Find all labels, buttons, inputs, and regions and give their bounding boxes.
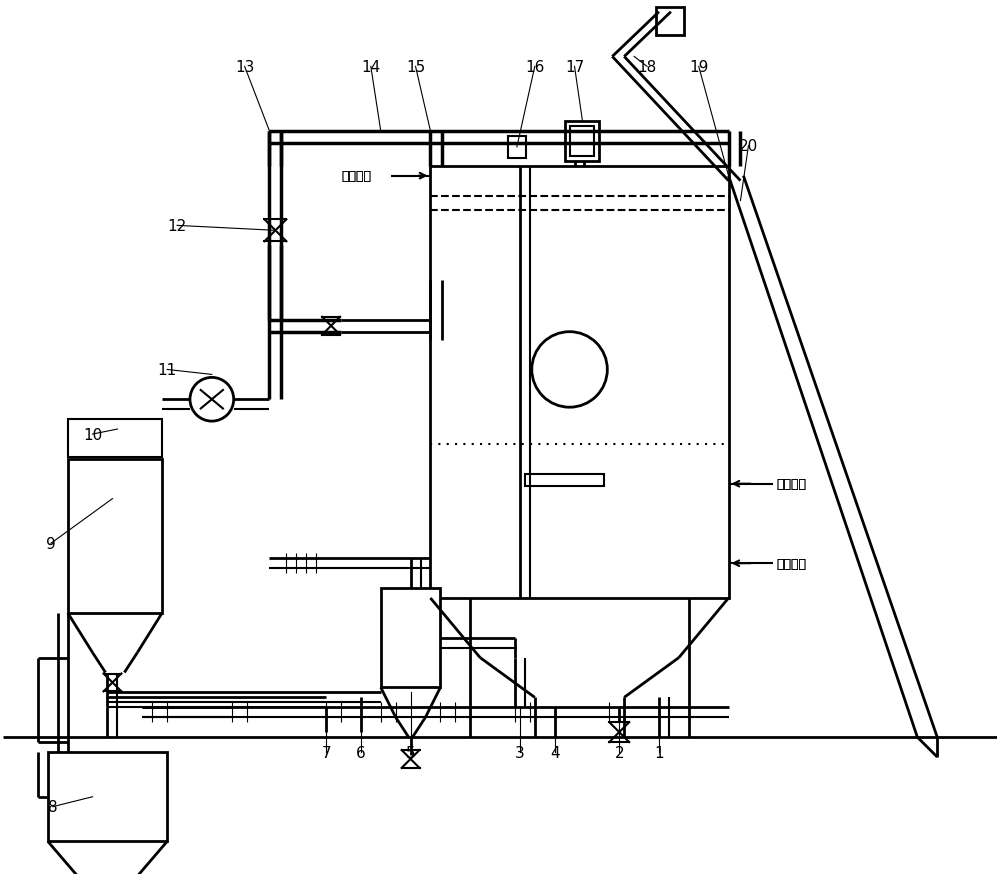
Text: 蒸汽进口: 蒸汽进口: [776, 478, 806, 490]
Text: 18: 18: [637, 60, 657, 75]
Text: 蒸汽出口: 蒸汽出口: [341, 170, 371, 183]
Bar: [430, 167, 729, 598]
Bar: [565, 122, 599, 161]
Bar: [656, 8, 684, 36]
Text: 15: 15: [406, 60, 425, 75]
Text: 19: 19: [689, 60, 708, 75]
Text: 12: 12: [167, 218, 187, 233]
Text: 11: 11: [157, 362, 177, 377]
Text: 8: 8: [48, 799, 58, 814]
Text: 20: 20: [739, 139, 758, 154]
Text: 7: 7: [321, 745, 331, 759]
Text: 16: 16: [525, 60, 544, 75]
Bar: [570, 127, 594, 157]
Bar: [68, 460, 162, 613]
Circle shape: [190, 378, 234, 422]
Text: 14: 14: [361, 60, 380, 75]
Text: 5: 5: [406, 745, 415, 759]
Text: 2: 2: [614, 745, 624, 759]
Text: 蒸汽进口: 蒸汽进口: [776, 478, 806, 490]
Text: 9: 9: [46, 536, 56, 552]
Text: 蒸汽出口: 蒸汽出口: [341, 170, 371, 183]
Text: 3: 3: [515, 745, 525, 759]
Circle shape: [532, 332, 607, 408]
Text: 4: 4: [550, 745, 559, 759]
Text: 1: 1: [654, 745, 664, 759]
Bar: [68, 419, 162, 458]
Text: 17: 17: [565, 60, 584, 75]
Text: 氧气进口: 氧气进口: [776, 557, 806, 570]
Bar: [381, 588, 440, 688]
Text: 10: 10: [83, 427, 102, 442]
Bar: [525, 474, 604, 486]
Text: 13: 13: [235, 60, 254, 75]
Bar: [508, 137, 526, 159]
Bar: [48, 752, 167, 841]
Text: 氧气进口: 氧气进口: [776, 557, 806, 570]
Text: 6: 6: [356, 745, 366, 759]
